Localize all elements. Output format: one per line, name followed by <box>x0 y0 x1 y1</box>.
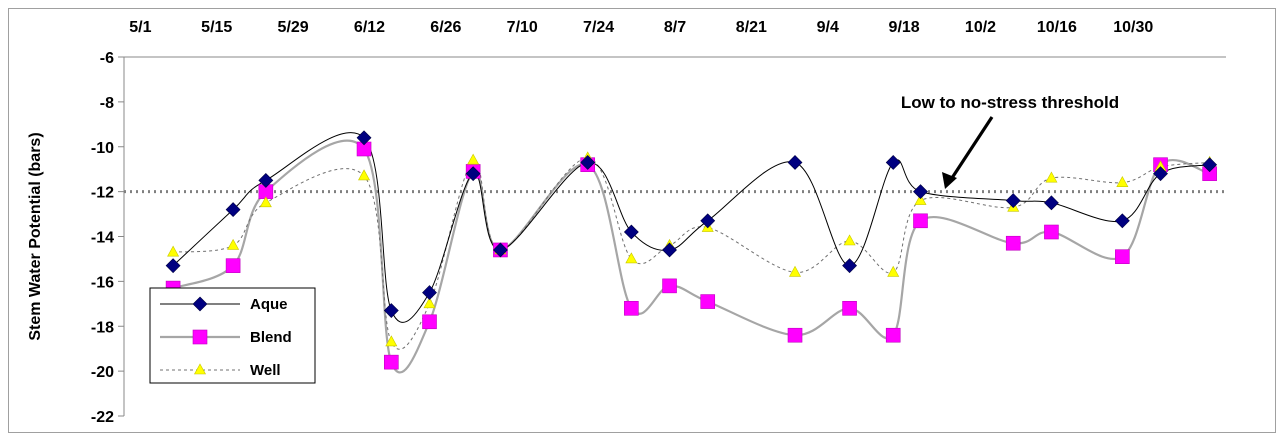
point-aque <box>1005 193 1021 209</box>
annotation-arrow-head <box>942 172 957 189</box>
point-blend <box>384 354 399 370</box>
point-aque <box>465 166 481 182</box>
legend-label-aque: Aque <box>250 296 288 313</box>
point-aque <box>842 258 857 274</box>
y-tick-label: -10 <box>91 140 114 157</box>
x-tick-label: 6/12 <box>354 19 385 36</box>
x-tick-label: 5/1 <box>129 19 151 36</box>
point-aque <box>913 184 928 200</box>
x-tick-label: 5/15 <box>201 19 232 36</box>
point-aque <box>662 242 677 258</box>
point-blend <box>700 294 716 309</box>
point-well <box>227 238 240 250</box>
point-blend <box>422 314 437 330</box>
point-well <box>467 153 480 165</box>
legend-swatch-marker-well <box>193 363 207 375</box>
y-tick-label: -20 <box>91 364 114 381</box>
y-axis-title: Stem Water Potential (bars) <box>27 132 44 340</box>
point-blend <box>624 300 639 316</box>
series-line-blend <box>172 139 1210 374</box>
point-blend <box>787 327 803 343</box>
point-well <box>385 335 398 347</box>
x-tick-label: 9/18 <box>889 19 920 36</box>
y-tick-label: -12 <box>91 185 114 202</box>
point-aque <box>258 172 274 188</box>
y-tick-label: -22 <box>91 409 114 426</box>
point-aque <box>422 285 437 301</box>
point-aque <box>165 258 181 274</box>
point-aque <box>623 224 639 240</box>
point-aque <box>225 202 241 217</box>
point-well <box>1045 171 1058 183</box>
x-tick-label: 10/2 <box>965 19 996 36</box>
point-well <box>789 265 802 277</box>
point-blend <box>1115 249 1130 264</box>
legend-swatch-marker-aque <box>192 296 208 312</box>
y-tick-label: -14 <box>91 230 114 247</box>
point-aque <box>383 303 399 318</box>
x-tick-label: 5/29 <box>278 19 309 36</box>
point-aque <box>1153 166 1168 182</box>
point-aque <box>885 155 901 170</box>
point-blend <box>913 213 928 229</box>
point-aque <box>700 213 716 229</box>
legend-swatch-marker-blend <box>192 329 208 345</box>
point-well <box>887 265 900 277</box>
point-blend <box>662 278 677 294</box>
legend-label-well: Well <box>250 362 281 379</box>
x-tick-label: 6/26 <box>430 19 461 36</box>
point-blend <box>1005 235 1021 251</box>
y-tick-label: -16 <box>91 274 114 291</box>
point-blend <box>842 300 857 316</box>
point-aque <box>580 155 596 170</box>
x-tick-label: 9/4 <box>817 19 839 36</box>
point-well <box>914 193 927 205</box>
point-aque <box>493 242 508 258</box>
x-tick-label: 8/7 <box>664 19 686 36</box>
x-tick-label: 10/16 <box>1037 19 1077 36</box>
point-aque <box>1202 157 1218 173</box>
point-well <box>1116 176 1129 187</box>
y-tick-label: -18 <box>91 319 114 336</box>
point-well <box>259 196 272 208</box>
y-tick-label: -6 <box>100 50 114 67</box>
point-aque <box>1114 213 1130 229</box>
point-well <box>625 252 638 264</box>
series-line-well <box>173 157 1210 350</box>
point-blend <box>1044 224 1059 240</box>
point-aque <box>356 130 372 146</box>
x-tick-label: 7/10 <box>507 19 538 36</box>
point-aque <box>1044 195 1059 211</box>
threshold-annotation: Low to no-stress threshold <box>901 93 1119 112</box>
point-well <box>423 297 436 309</box>
x-tick-label: 7/24 <box>583 19 614 36</box>
y-tick-label: -8 <box>100 95 114 112</box>
point-well <box>167 245 180 257</box>
point-aque <box>787 155 803 170</box>
legend-label-blend: Blend <box>250 329 292 346</box>
point-well <box>843 234 856 246</box>
point-well <box>358 169 371 181</box>
point-blend <box>885 327 901 343</box>
annotation-arrow-shaft <box>948 116 994 182</box>
x-tick-label: 8/21 <box>736 19 767 36</box>
point-blend <box>225 258 241 273</box>
x-tick-label: 10/30 <box>1113 19 1153 36</box>
